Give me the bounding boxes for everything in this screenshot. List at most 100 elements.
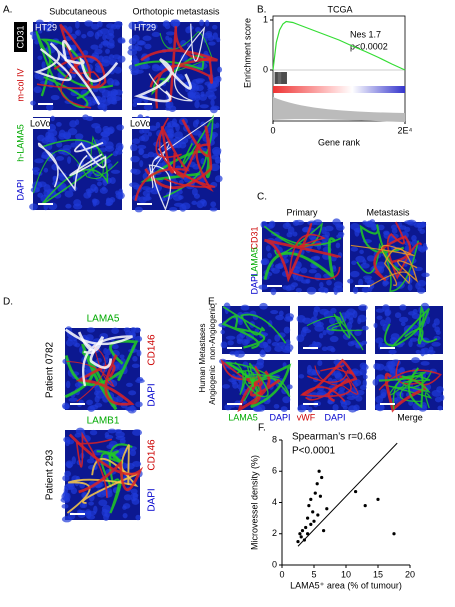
nucleus: [407, 311, 416, 316]
trend-line: [297, 442, 398, 547]
nucleus: [326, 279, 332, 286]
y-axis-label: Enrichment score: [242, 18, 252, 88]
nucleus: [210, 163, 220, 172]
nucleus: [295, 287, 302, 293]
nucleus: [318, 332, 324, 339]
nucleus: [101, 186, 107, 191]
nucleus: [115, 24, 121, 30]
nucleus: [96, 181, 102, 187]
nucleus: [85, 334, 94, 342]
nucleus: [103, 127, 114, 135]
nucleus: [342, 405, 348, 410]
point: [299, 535, 303, 539]
nucleus: [368, 285, 373, 292]
nucleus: [313, 309, 318, 318]
nucleus: [191, 187, 198, 196]
nucleus: [416, 342, 426, 348]
point: [354, 489, 358, 494]
nucleus: [111, 95, 122, 102]
nucleus: [311, 340, 317, 349]
nucleus: [100, 40, 111, 46]
nucleus: [220, 341, 228, 349]
nucleus: [202, 32, 213, 39]
nucleus: [33, 86, 42, 94]
vessel: [373, 235, 412, 282]
nucleus: [229, 351, 237, 356]
nucleus: [212, 24, 218, 30]
nucleus: [147, 131, 153, 137]
nucleus: [74, 342, 81, 348]
nucleus: [86, 510, 97, 516]
nucleus: [333, 370, 342, 379]
nucleus: [362, 374, 368, 380]
nucleus: [432, 323, 437, 328]
nucleus: [346, 395, 356, 401]
nucleus: [98, 43, 103, 49]
nucleus: [135, 401, 143, 408]
vessel: [234, 361, 255, 402]
nucleus: [29, 203, 38, 211]
nucleus: [420, 361, 430, 366]
point: [309, 522, 313, 526]
nucleus: [297, 404, 307, 413]
nucleus: [346, 321, 353, 330]
nucleus: [43, 189, 50, 197]
stain-label: CD31: [249, 226, 259, 249]
vessel: [359, 224, 405, 272]
vessel: [220, 358, 263, 405]
nucleus: [134, 69, 144, 74]
nucleus: [106, 197, 111, 203]
point: [304, 525, 308, 530]
nucleus: [86, 458, 95, 464]
nucleus: [377, 224, 385, 231]
nucleus: [143, 104, 154, 111]
nucleus: [291, 282, 298, 288]
vessel: [144, 118, 213, 190]
vessel: [237, 370, 281, 413]
point: [302, 538, 306, 542]
image-label: LoVo: [130, 118, 151, 128]
nucleus: [334, 223, 344, 228]
nucleus: [138, 148, 145, 155]
point: [307, 504, 311, 508]
panel-label: A.: [3, 5, 12, 16]
nucleus: [411, 357, 420, 364]
nucleus: [151, 31, 161, 38]
charts: B. TCGA Enrichment score Gene rank Nes 1.7 p<…: [242, 4, 415, 590]
nucleus: [115, 190, 120, 196]
chart-title: TCGA: [327, 4, 352, 14]
point: [392, 532, 396, 536]
nucleus: [75, 427, 85, 435]
nucleus: [101, 59, 111, 67]
nucleus: [332, 404, 339, 411]
point: [325, 507, 329, 511]
nucleus: [280, 345, 291, 350]
nucleus: [397, 222, 403, 228]
vessel: [133, 57, 192, 103]
nucleus: [130, 155, 140, 163]
point: [315, 482, 319, 486]
nucleus: [214, 156, 221, 164]
y-tick-label: 1: [263, 14, 268, 24]
nucleus: [134, 206, 143, 213]
nucleus: [407, 284, 413, 291]
stain-label: DAPI: [147, 488, 158, 511]
vessel: [391, 307, 430, 348]
nucleus: [208, 94, 217, 100]
nucleus: [362, 379, 367, 388]
nucleus: [351, 260, 357, 265]
stain-label: LAMB1: [87, 416, 120, 427]
nucleus: [50, 94, 60, 101]
nucleus: [69, 120, 77, 128]
nucleus: [34, 40, 40, 45]
nucleus: [385, 316, 392, 325]
point: [306, 516, 310, 520]
nucleus: [350, 270, 360, 278]
x-axis-label: Gene rank: [318, 137, 361, 147]
nucleus: [132, 168, 141, 175]
nucleus: [135, 514, 141, 521]
nucleus: [313, 255, 321, 260]
nucleus: [194, 94, 201, 102]
point: [376, 497, 380, 501]
nucleus: [404, 245, 410, 252]
